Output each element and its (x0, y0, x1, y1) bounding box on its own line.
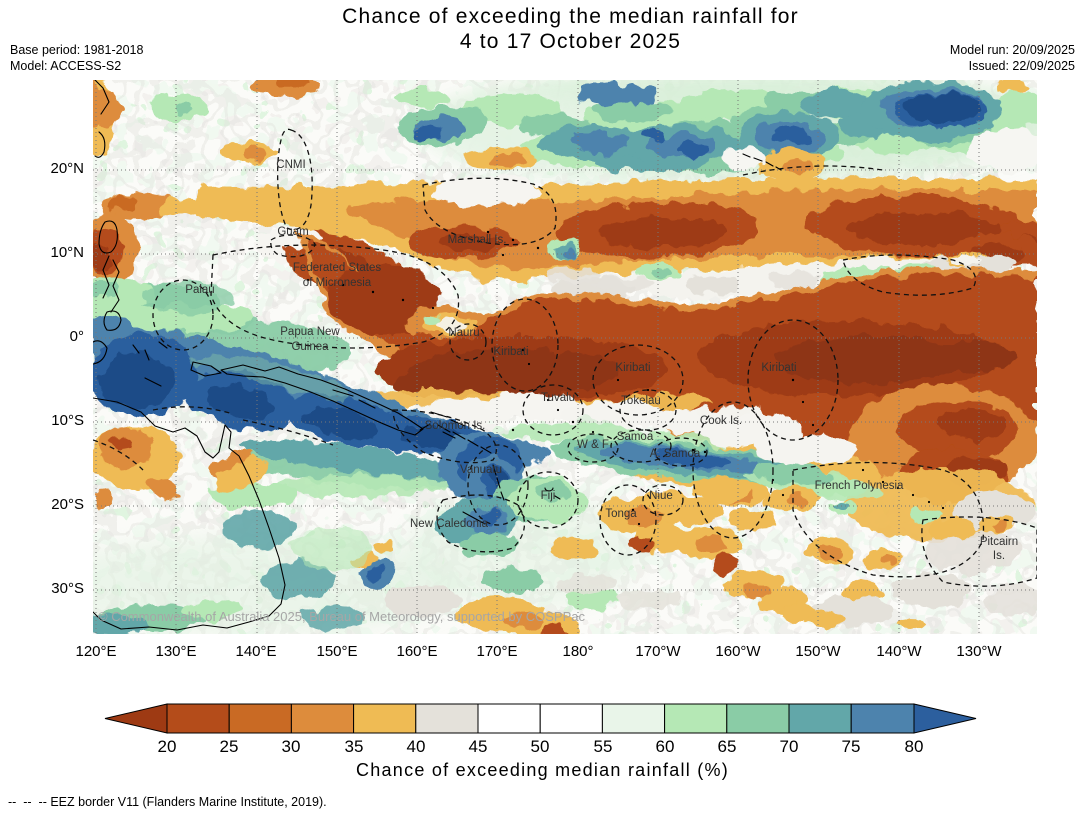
svg-text:Vanuatu: Vanuatu (460, 464, 502, 476)
svg-text:65: 65 (718, 737, 737, 756)
svg-text:40: 40 (407, 737, 426, 756)
svg-text:Solomon Is.: Solomon Is. (425, 420, 486, 432)
svg-text:Samoa: Samoa (617, 431, 654, 443)
svg-text:Palau: Palau (185, 284, 214, 296)
svg-text:of Micronesia: of Micronesia (303, 277, 372, 289)
svg-text:Guam: Guam (277, 226, 308, 238)
svg-text:Guinea: Guinea (291, 341, 329, 353)
svg-text:60: 60 (656, 737, 675, 756)
svg-text:25: 25 (220, 737, 239, 756)
svg-text:W & F: W & F (577, 439, 609, 451)
svg-text:Kiribati: Kiribati (761, 362, 796, 374)
svg-text:35: 35 (345, 737, 364, 756)
svg-text:75: 75 (842, 737, 861, 756)
svg-text:Nauru: Nauru (448, 327, 479, 339)
svg-text:Fiji: Fiji (541, 490, 556, 502)
svg-text:20: 20 (158, 737, 177, 756)
svg-text:Is.: Is. (993, 550, 1005, 562)
svg-text:Tokelau: Tokelau (621, 395, 661, 407)
svg-text:A. Samoa: A. Samoa (650, 448, 701, 460)
svg-text:30: 30 (282, 737, 301, 756)
svg-text:Tuvalu: Tuvalu (541, 392, 575, 404)
svg-text:70: 70 (780, 737, 799, 756)
svg-text:80: 80 (905, 737, 924, 756)
svg-text:© Commonwealth of Australia 20: © Commonwealth of Australia 2025, Bureau… (98, 609, 585, 624)
svg-text:Federated States: Federated States (293, 262, 381, 274)
svg-text:Marshall Is.: Marshall Is. (448, 234, 507, 246)
svg-text:55: 55 (594, 737, 613, 756)
svg-text:French Polynesia: French Polynesia (815, 480, 904, 492)
svg-text:Tonga: Tonga (605, 508, 637, 520)
svg-text:CNMI: CNMI (276, 159, 305, 171)
svg-text:Cook Is.: Cook Is. (700, 415, 742, 427)
svg-text:Papua New: Papua New (280, 326, 340, 338)
svg-text:Niue: Niue (649, 490, 673, 502)
svg-text:50: 50 (531, 737, 550, 756)
svg-text:New Caledonia: New Caledonia (410, 518, 489, 530)
svg-text:Kiribati: Kiribati (493, 346, 528, 358)
svg-text:Kiribati: Kiribati (615, 362, 650, 374)
svg-text:Pitcairn: Pitcairn (980, 536, 1018, 548)
svg-text:45: 45 (469, 737, 488, 756)
